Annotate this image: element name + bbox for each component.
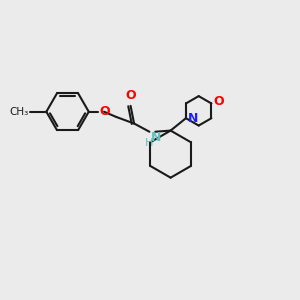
Text: H: H — [145, 138, 153, 148]
Text: O: O — [213, 95, 224, 108]
Text: O: O — [99, 105, 110, 118]
Text: N: N — [188, 112, 198, 125]
Text: CH₃: CH₃ — [10, 107, 29, 117]
Text: N: N — [151, 130, 161, 144]
Text: O: O — [125, 89, 136, 102]
